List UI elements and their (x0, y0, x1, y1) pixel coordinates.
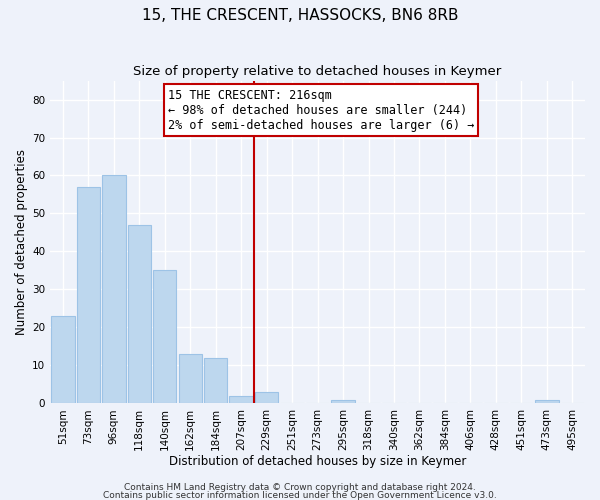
Bar (77, 187, 100, 404)
Bar (535, 400, 559, 404)
Bar (229, 396, 253, 404)
Text: 15 THE CRESCENT: 216sqm
← 98% of detached houses are smaller (244)
2% of semi-de: 15 THE CRESCENT: 216sqm ← 98% of detache… (168, 88, 474, 132)
Bar (153, 270, 176, 404)
Bar (179, 354, 202, 404)
X-axis label: Distribution of detached houses by size in Keymer: Distribution of detached houses by size … (169, 454, 466, 468)
Bar (255, 392, 278, 404)
Title: Size of property relative to detached houses in Keymer: Size of property relative to detached ho… (133, 65, 502, 78)
Text: 15, THE CRESCENT, HASSOCKS, BN6 8RB: 15, THE CRESCENT, HASSOCKS, BN6 8RB (142, 8, 458, 22)
Text: Contains public sector information licensed under the Open Government Licence v3: Contains public sector information licen… (103, 490, 497, 500)
Bar (331, 400, 355, 404)
Y-axis label: Number of detached properties: Number of detached properties (15, 149, 28, 335)
Bar (51, 316, 74, 404)
Bar (128, 225, 151, 404)
Bar (102, 176, 125, 404)
Bar (204, 358, 227, 404)
Text: Contains HM Land Registry data © Crown copyright and database right 2024.: Contains HM Land Registry data © Crown c… (124, 484, 476, 492)
